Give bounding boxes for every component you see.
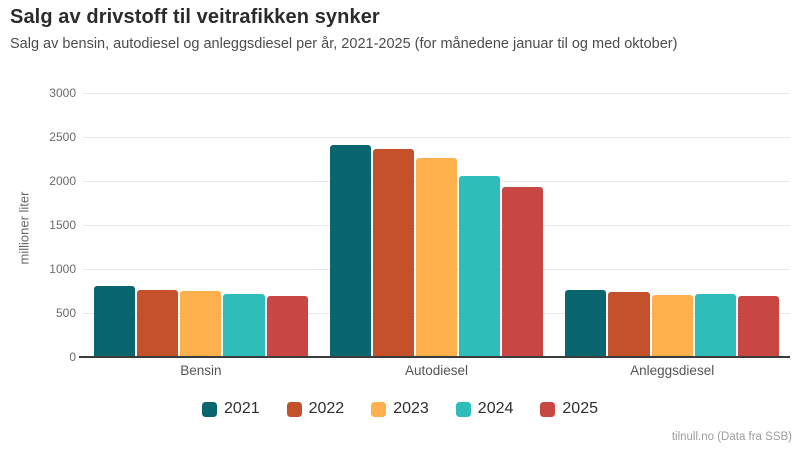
gridline-2500 <box>83 137 790 138</box>
legend-label-2021: 2021 <box>224 400 260 417</box>
source-credit: tilnull.no (Data fra SSB) <box>671 431 792 443</box>
bar-bensin-2025[interactable] <box>266 296 308 357</box>
bar-autodiesel-2023[interactable] <box>415 158 458 357</box>
bar-anleggsdiesel-2021[interactable] <box>565 289 607 357</box>
x-axis-line <box>79 356 790 358</box>
legend-item-2024[interactable]: 2024 <box>455 400 514 418</box>
bar-bensin-2024[interactable] <box>223 294 265 357</box>
bar-anleggsdiesel-2024[interactable] <box>694 293 736 357</box>
legend-item-2023[interactable]: 2023 <box>371 400 429 418</box>
y-tick-label-0: 0 <box>69 350 76 364</box>
bar-anleggsdiesel-2023[interactable] <box>651 294 693 357</box>
bar-group-anleggsdiesel <box>554 93 790 357</box>
legend-swatch-2024 <box>455 401 471 417</box>
legend-item-2022[interactable]: 2022 <box>286 400 345 418</box>
legend-swatch-2025 <box>540 401 556 417</box>
category-labels: Bensin Autodiesel Anleggsdiesel <box>83 363 790 378</box>
bar-autodiesel-2025[interactable] <box>502 187 544 357</box>
legend: 2021 2022 2023 2024 2025 <box>0 400 800 418</box>
category-label-bensin: Bensin <box>180 363 222 378</box>
bar-groups <box>83 93 790 357</box>
legend-label-2025: 2025 <box>562 400 598 417</box>
category-label-anleggsdiesel: Anleggsdiesel <box>630 363 715 378</box>
legend-item-2021[interactable]: 2021 <box>202 400 260 418</box>
chart-title: Salg av drivstoff til veitrafikken synke… <box>10 6 380 28</box>
plot-area <box>79 93 790 358</box>
chart-header: Salg av drivstoff til veitrafikken synke… <box>10 6 790 54</box>
legend-label-2022: 2022 <box>308 400 345 417</box>
bar-autodiesel-2022[interactable] <box>372 148 414 357</box>
bar-bensin-2023[interactable] <box>180 290 222 357</box>
legend-swatch-2023 <box>371 401 387 417</box>
legend-swatch-2021 <box>202 401 218 417</box>
y-tick-label-1000: 1000 <box>49 262 76 277</box>
legend-swatch-2022 <box>286 401 302 417</box>
bar-bensin-2022[interactable] <box>137 289 179 357</box>
bar-group-autodiesel <box>319 93 555 357</box>
y-tick-label-2000: 2000 <box>49 174 76 189</box>
gridline-3000 <box>83 93 790 94</box>
y-tick-label-500: 500 <box>55 306 76 321</box>
category-label-autodiesel: Autodiesel <box>404 363 469 378</box>
bar-bensin-2021[interactable] <box>94 286 136 357</box>
bar-autodiesel-2021[interactable] <box>329 144 371 357</box>
y-tick-label-1500: 1500 <box>49 218 76 232</box>
legend-label-2024: 2024 <box>477 400 514 417</box>
bar-autodiesel-2024[interactable] <box>459 175 501 357</box>
chart-subtitle: Salg av bensin, autodiesel og anleggsdie… <box>10 36 678 52</box>
y-axis-labels: 0 500 1000 1500 2000 2500 3000 <box>0 86 76 364</box>
y-tick-label-2500: 2500 <box>49 130 76 144</box>
y-tick-label-3000: 3000 <box>49 86 76 100</box>
legend-item-2025[interactable]: 2025 <box>540 400 598 418</box>
bar-anleggsdiesel-2025[interactable] <box>737 296 780 357</box>
bar-anleggsdiesel-2022[interactable] <box>608 292 650 357</box>
legend-label-2023: 2023 <box>393 400 429 417</box>
bar-group-bensin <box>83 93 319 357</box>
